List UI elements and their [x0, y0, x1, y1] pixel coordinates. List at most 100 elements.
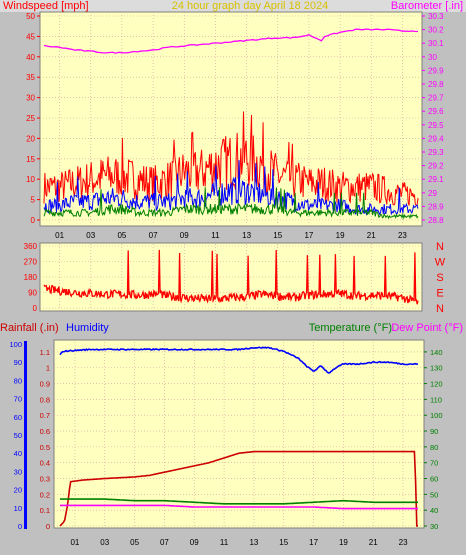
wind-series [43, 28, 419, 220]
series-line-2 [43, 187, 419, 220]
series-line-1 [43, 160, 419, 216]
windspeed-tick-label: 25 [26, 114, 35, 123]
direction-tick-label: 270 [24, 258, 38, 267]
humidity-axis-label: Humidity [66, 322, 109, 334]
humidity-tick-label: 90 [14, 358, 22, 367]
page-title: 24 hour graph day April 18 2024 [172, 0, 329, 12]
x-tick-label: 15 [273, 231, 282, 240]
humidity-tick-label: 0 [18, 522, 22, 531]
x-tick-label: 21 [367, 231, 376, 240]
rain-axes: 00.10.20.30.40.50.60.70.80.911.101020304… [9, 340, 442, 547]
rainfall-tick-label: 0 [46, 522, 50, 531]
temperature-tick-label: 50 [430, 490, 438, 499]
compass-label: S [436, 272, 443, 284]
series-line-1 [59, 450, 418, 527]
rainfall-tick-label: 0.1 [40, 506, 50, 515]
x-tick-label: 11 [220, 538, 229, 547]
barometer-tick-label: 29.8 [428, 80, 444, 89]
rainfall-tick-label: 1.1 [40, 348, 50, 357]
barometer-tick-label: 28.8 [428, 216, 444, 225]
x-tick-label: 17 [309, 538, 318, 547]
barometer-tick-label: 30.2 [428, 26, 444, 35]
rainfall-tick-label: 1 [46, 364, 50, 373]
rain-series [59, 346, 419, 527]
rainfall-tick-label: 0.7 [40, 411, 50, 420]
x-tick-label: 23 [398, 231, 407, 240]
windspeed-tick-label: 35 [26, 73, 35, 82]
rainfall-tick-label: 0.5 [40, 443, 50, 452]
barometer-tick-label: 28.9 [428, 202, 444, 211]
x-tick-label: 03 [86, 231, 95, 240]
humidity-tick-label: 50 [14, 431, 22, 440]
rain-panel [53, 339, 425, 529]
series-line-0 [59, 346, 419, 374]
barometer-tick-label: 29.6 [428, 107, 444, 116]
rainfall-tick-label: 0.4 [40, 459, 50, 468]
series-line-3 [43, 28, 419, 54]
series-line-3 [60, 504, 418, 510]
windspeed-tick-label: 20 [26, 134, 35, 143]
rainfall-tick-label: 0.6 [40, 427, 50, 436]
direction-line [43, 249, 419, 305]
x-tick-label: 13 [242, 231, 251, 240]
direction-tick-label: 90 [28, 289, 37, 298]
temperature-tick-label: 80 [430, 443, 438, 452]
temperature-tick-label: 70 [430, 459, 438, 468]
x-tick-label: 05 [117, 231, 126, 240]
rainfall-axis-label: Rainfall (.in) [0, 322, 59, 334]
compass-label: N [436, 303, 444, 315]
barometer-tick-label: 29.2 [428, 162, 444, 171]
windspeed-tick-label: 30 [26, 94, 35, 103]
compass-label: E [436, 288, 443, 300]
rainfall-tick-label: 0.8 [40, 395, 50, 404]
compass-label: N [436, 241, 444, 253]
temperature-tick-label: 140 [430, 348, 443, 357]
barometer-tick-label: 29 [428, 189, 437, 198]
temperature-tick-label: 30 [430, 522, 438, 531]
humidity-tick-label: 40 [14, 449, 22, 458]
direction-tick-label: 0 [33, 304, 38, 313]
rain-grid [54, 342, 424, 528]
windspeed-tick-label: 10 [26, 175, 35, 184]
windspeed-tick-label: 5 [31, 196, 36, 205]
x-tick-label: 09 [180, 231, 189, 240]
windspeed-tick-label: 50 [26, 12, 35, 21]
temperature-tick-label: 110 [430, 395, 442, 404]
dewpoint-axis-label: Dew Point (°F) [391, 322, 463, 334]
direction-axes: 0 N 90 E 180 S 270 W 360 N [24, 241, 446, 315]
direction-grid [40, 244, 422, 310]
barometer-tick-label: 29.4 [428, 134, 444, 143]
rainfall-tick-label: 0.3 [40, 475, 50, 484]
direction-tick-label: 360 [24, 242, 38, 251]
windspeed-tick-label: 0 [31, 216, 36, 225]
x-tick-label: 05 [130, 538, 139, 547]
barometer-tick-label: 30.3 [428, 12, 444, 21]
humidity-axis-bar [24, 341, 27, 529]
x-tick-label: 15 [279, 538, 288, 547]
windspeed-tick-label: 45 [26, 32, 35, 41]
windspeed-tick-label: 40 [26, 53, 35, 62]
x-tick-label: 07 [149, 231, 158, 240]
direction-tick-label: 180 [24, 273, 38, 282]
humidity-tick-label: 100 [9, 340, 22, 349]
x-tick-label: 19 [339, 538, 348, 547]
humidity-tick-label: 20 [14, 486, 22, 495]
humidity-tick-label: 70 [14, 395, 22, 404]
barometer-tick-label: 30.1 [428, 39, 444, 48]
temperature-tick-label: 90 [430, 427, 438, 436]
direction-series [43, 249, 419, 305]
title-strip [0, 0, 466, 12]
compass-label: W [435, 257, 446, 269]
barometer-axis-label: Barometer [.in] [391, 0, 463, 12]
x-tick-label: 11 [211, 231, 220, 240]
wind-axes: 0510152025303540455028.828.92929.129.229… [26, 12, 444, 240]
barometer-tick-label: 29.7 [428, 94, 444, 103]
rainfall-tick-label: 0.2 [40, 490, 50, 499]
barometer-tick-label: 29.1 [428, 175, 444, 184]
x-tick-label: 19 [336, 231, 345, 240]
humidity-tick-label: 60 [14, 413, 22, 422]
temperature-tick-label: 60 [430, 475, 438, 484]
humidity-tick-label: 80 [14, 376, 22, 385]
